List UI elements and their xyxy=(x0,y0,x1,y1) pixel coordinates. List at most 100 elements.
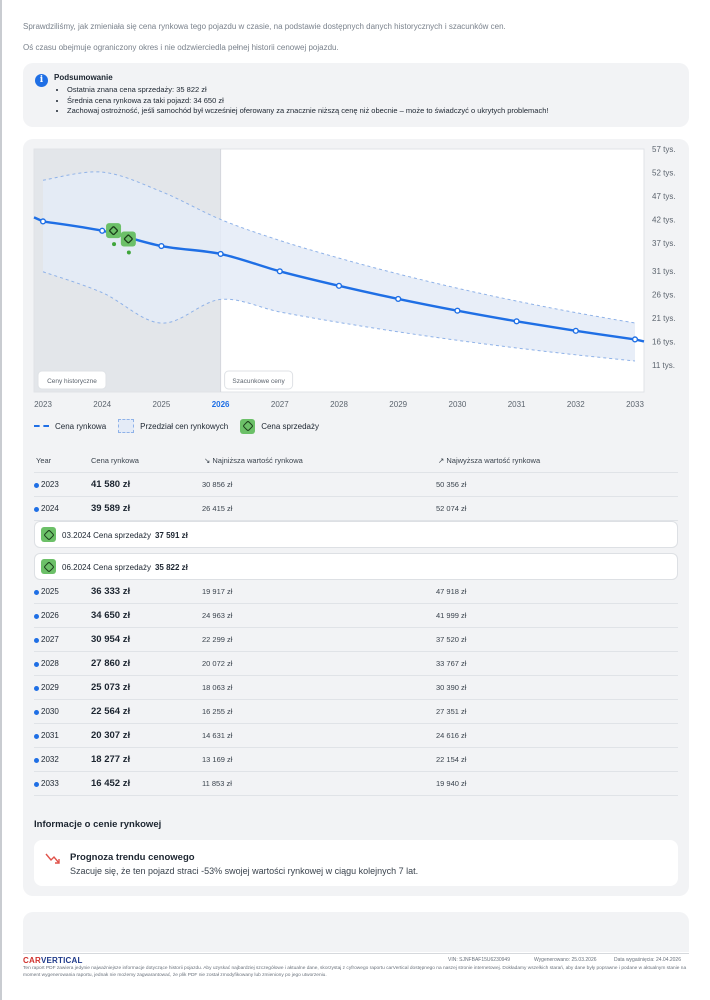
row-market: 36 333 zł xyxy=(91,586,131,597)
row-year: 2032 xyxy=(41,755,59,764)
x-tick-label: 2025 xyxy=(153,400,171,409)
sale-row: 06.2024 Cena sprzedaży 35 822 zł xyxy=(34,553,678,580)
row-dot xyxy=(34,638,39,643)
row-low: 19 917 zł xyxy=(202,587,233,596)
y-tick-label: 42 tys. xyxy=(652,215,676,224)
y-tick-label: 11 tys. xyxy=(652,361,675,370)
row-market: 27 860 zł xyxy=(91,658,131,669)
x-tick-label: 2027 xyxy=(271,400,289,409)
summary-item: Średnia cena rynkowa za taki pojazd: 34 … xyxy=(67,96,548,107)
table-row: 2025 36 333 zł 19 917 zł 47 918 zł xyxy=(34,580,678,604)
price-range-band xyxy=(43,171,635,361)
row-year: 2023 xyxy=(41,480,59,489)
table-row: 2028 27 860 zł 20 072 zł 33 767 zł xyxy=(34,652,678,676)
summary-item: Zachowaj ostrożność, jeśli samochód był … xyxy=(67,106,548,117)
summary-item: Ostatnia znana cena sprzedaży: 35 822 zł xyxy=(67,85,548,96)
row-market: 34 650 zł xyxy=(91,610,131,621)
y-tick-label: 47 tys. xyxy=(652,192,676,201)
table-row: 2027 30 954 zł 22 299 zł 37 520 zł xyxy=(34,628,678,652)
col-high-header: ↗ Najwyższa wartość rynkowa xyxy=(438,456,541,465)
sale-tag-icon xyxy=(41,559,56,574)
sale-marker xyxy=(106,223,122,239)
x-tick-label: 2026 xyxy=(212,400,230,409)
row-low: 16 255 zł xyxy=(202,707,233,716)
market-price-point xyxy=(572,327,579,334)
footer-disclaimer: Ten raport PDF zawiera jedynie najważnie… xyxy=(23,966,687,978)
footer-expiry: Data wygaśnięcia: 24.04.2026 xyxy=(614,957,681,963)
row-high: 33 767 zł xyxy=(436,659,467,668)
row-high: 19 940 zł xyxy=(436,779,467,788)
row-low: 24 963 zł xyxy=(202,611,233,620)
row-market: 41 580 zł xyxy=(91,479,131,490)
footer-divider xyxy=(23,953,689,954)
intro-note: Oś czasu obejmuje ograniczony okres i ni… xyxy=(23,43,339,52)
legend-price-range: Przedział cen rynkowych xyxy=(118,419,228,433)
info-section-title: Informacje o cenie rynkowej xyxy=(34,819,162,830)
row-market: 39 589 zł xyxy=(91,503,131,514)
row-dot xyxy=(34,507,39,512)
row-year: 2030 xyxy=(41,707,59,716)
footer-generated: Wygenerowano: 25.03.2026 xyxy=(534,957,597,963)
y-tick-label: 37 tys. xyxy=(652,239,676,248)
market-price-point xyxy=(217,250,224,258)
row-year: 2031 xyxy=(41,731,59,740)
x-tick-label: 2024 xyxy=(93,400,111,409)
sale-price: 35 822 zł xyxy=(154,563,188,572)
chart-legend: Cena rynkowa Przedział cen rynkowych Cen… xyxy=(34,417,331,435)
row-year: 2028 xyxy=(41,659,59,668)
market-price-point xyxy=(39,218,47,225)
x-tick-label: 2023 xyxy=(34,400,52,409)
y-tick-label: 21 tys. xyxy=(652,314,676,323)
sale-tag-icon xyxy=(109,226,118,236)
table-row: 2023 41 580 zł 30 856 zł 50 356 zł xyxy=(34,473,678,497)
plot-frame xyxy=(33,148,645,393)
estimate-region-chip xyxy=(224,370,294,390)
forecast-text: Szacuje się, że ten pojazd straci -53% s… xyxy=(70,866,419,876)
row-year: 2027 xyxy=(41,635,59,644)
legend-market-price: Cena rynkowa xyxy=(34,422,106,431)
col-year-header: Year xyxy=(36,456,52,465)
row-low: 13 169 zł xyxy=(202,755,233,764)
table-row: 2026 34 650 zł 24 963 zł 41 999 zł xyxy=(34,604,678,628)
forecast-card: Prognoza trendu cenowego Szacuje się, że… xyxy=(34,840,678,886)
row-low: 18 063 zł xyxy=(202,683,233,692)
y-tick-label: 57 tys. xyxy=(652,145,676,154)
table-row: 2033 16 452 zł 11 853 zł 19 940 zł xyxy=(34,772,678,796)
row-dot xyxy=(34,483,39,488)
row-high: 47 918 zł xyxy=(436,587,467,596)
market-price-point xyxy=(276,268,283,275)
estimate-region-label: Szacunkowe ceny xyxy=(232,378,285,385)
row-dot xyxy=(34,782,39,787)
row-year: 2024 xyxy=(41,504,59,513)
x-tick-label: 2032 xyxy=(567,400,585,409)
forecast-title: Prognoza trendu cenowego xyxy=(70,852,195,863)
row-high: 22 154 zł xyxy=(436,755,467,764)
row-dot xyxy=(34,734,39,739)
col-market-header: Cena rynkowa xyxy=(91,456,139,465)
sale-text: 03.2024 Cena sprzedaży 37 591 zł xyxy=(62,531,188,540)
table-row: 2032 18 277 zł 13 169 zł 22 154 zł xyxy=(34,748,678,772)
row-dot xyxy=(34,686,39,691)
row-high: 52 074 zł xyxy=(436,504,467,513)
row-high: 30 390 zł xyxy=(436,683,467,692)
row-dot xyxy=(34,662,39,667)
y-tick-label: 52 tys. xyxy=(652,168,676,177)
row-low: 20 072 zł xyxy=(202,659,233,668)
legend-line-swatch xyxy=(34,425,49,427)
historical-region-chip xyxy=(37,370,107,390)
band-lower-edge xyxy=(42,271,636,362)
table-row: 2029 25 073 zł 18 063 zł 30 390 zł xyxy=(34,676,678,700)
row-market: 16 452 zł xyxy=(91,778,131,789)
intro-text: Sprawdziliśmy, jak zmieniała się cena ry… xyxy=(23,22,506,31)
table-row: 2024 39 589 zł 26 415 zł 52 074 zł xyxy=(34,497,678,521)
row-market: 20 307 zł xyxy=(91,730,131,741)
footer-vin: VIN: SJNFBAF15U6230949 xyxy=(448,957,510,963)
band-upper-edge xyxy=(42,171,636,324)
sale-tag-icon xyxy=(240,418,256,434)
sale-marker xyxy=(120,231,136,247)
row-high: 24 616 zł xyxy=(436,731,467,740)
trend-down-icon xyxy=(45,853,60,864)
sale-tag-icon xyxy=(123,234,133,244)
row-low: 14 631 zł xyxy=(202,731,233,740)
row-high: 27 351 zł xyxy=(436,707,467,716)
